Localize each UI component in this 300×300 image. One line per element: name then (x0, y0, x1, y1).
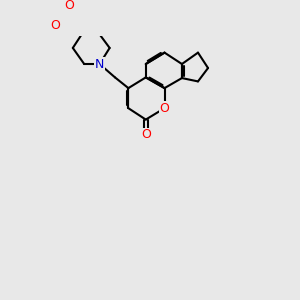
Text: O: O (141, 128, 151, 142)
Text: O: O (64, 0, 74, 12)
Text: N: N (95, 58, 104, 70)
Text: O: O (50, 20, 60, 32)
Text: O: O (160, 102, 170, 115)
